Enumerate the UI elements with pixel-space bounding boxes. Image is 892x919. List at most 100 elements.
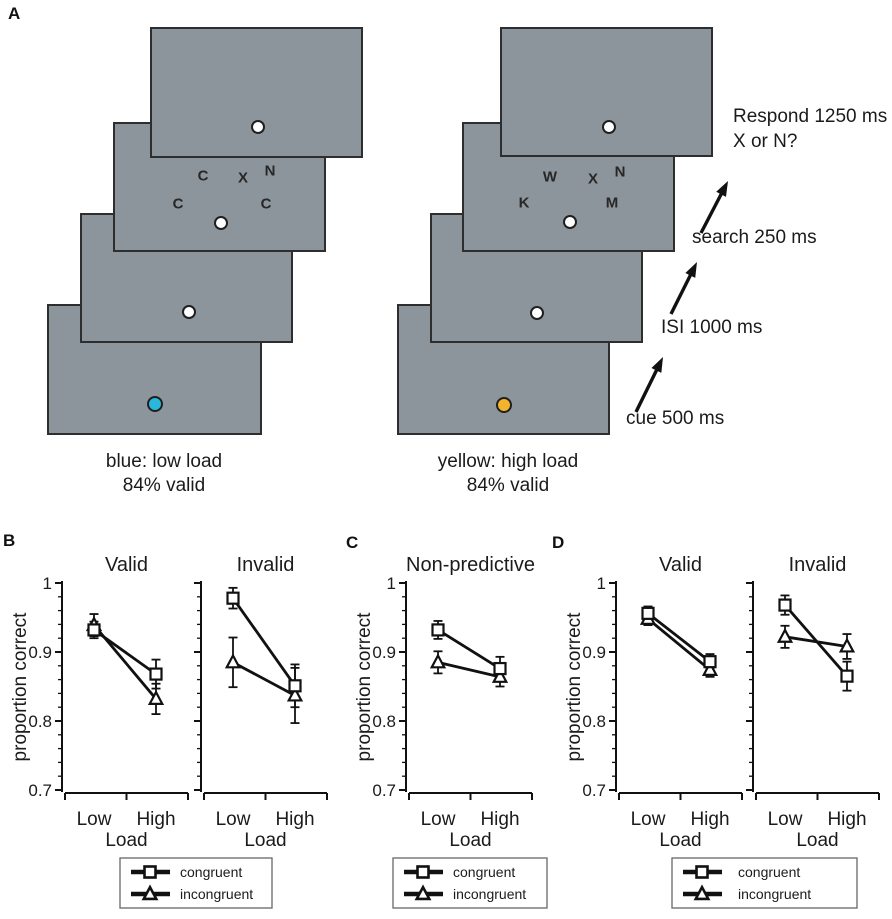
x-axis-label: Load — [659, 830, 701, 851]
high-load-caption: yellow: high load 84% valid — [408, 450, 608, 498]
legend-label: congruent — [453, 864, 515, 880]
series-line-incongruent — [92, 624, 158, 700]
search-letter: X — [587, 170, 599, 188]
series-line-congruent — [437, 628, 501, 670]
search-letter: X — [237, 169, 249, 187]
search-letter: N — [614, 163, 626, 181]
y-tick-label: 0.8 — [28, 712, 52, 731]
respond-annotation-line1: Respond 1250 ms — [733, 106, 888, 127]
panel-c-label: C — [346, 533, 359, 552]
fixation-dot — [602, 120, 616, 134]
square-marker-congruent — [840, 669, 854, 683]
y-tick-label: 1 — [43, 574, 52, 593]
subplot-title: Valid — [105, 554, 148, 576]
fixation-dot — [563, 215, 577, 229]
search-letter: M — [605, 194, 619, 212]
square-marker-congruent — [778, 598, 792, 612]
legend-triangle-marker — [414, 884, 432, 901]
series-line-incongruent — [647, 617, 711, 672]
legend-square-marker — [695, 865, 709, 879]
square-marker-congruent — [288, 679, 302, 693]
y-tick-label: 1 — [597, 574, 606, 593]
x-axis-label: Load — [105, 830, 147, 851]
legend-triangle-marker — [141, 884, 159, 901]
cue-dot-blue — [147, 396, 163, 412]
search-letter: C — [197, 167, 209, 185]
y-tick-label: 1 — [387, 574, 396, 593]
triangle-marker-incongruent — [286, 686, 304, 702]
respond-screen-high — [500, 27, 713, 157]
y-axis-label: proportion correct — [564, 612, 585, 762]
low-load-caption-line2: 84% valid — [122, 475, 206, 496]
series-line-congruent — [647, 612, 711, 663]
triangle-marker-incongruent — [639, 609, 657, 625]
timeline-arrow-icon — [669, 269, 695, 315]
legend-triangle-marker — [693, 884, 711, 901]
triangle-marker-incongruent — [224, 653, 242, 669]
cue-dot-yellow — [496, 397, 512, 413]
y-axis-label: proportion correct — [10, 612, 31, 762]
legend-b: congruent incongruent — [119, 857, 273, 909]
series-line-congruent — [231, 597, 297, 687]
square-marker-congruent — [431, 623, 445, 637]
low-load-caption: blue: low load 84% valid — [64, 450, 264, 498]
subplot-title: Valid — [659, 554, 702, 576]
y-tick-label: 0.9 — [372, 643, 396, 662]
subplot-title: Non-predictive — [406, 554, 535, 576]
series-line-incongruent — [784, 635, 848, 648]
timeline-arrowhead-icon — [651, 357, 663, 373]
legend-square-marker — [416, 865, 430, 879]
y-tick-label: 0.9 — [28, 643, 52, 662]
x-cat-label-high: High — [136, 809, 175, 830]
triangle-marker-incongruent — [491, 667, 509, 683]
fixation-dot — [530, 306, 544, 320]
x-axis-label: Load — [449, 830, 491, 851]
timeline-arrowhead-icon — [716, 181, 728, 197]
panel-b-label: B — [3, 531, 16, 550]
search-letter: N — [264, 162, 276, 180]
respond-screen-low — [150, 27, 363, 158]
timeline-arrow-icon — [634, 364, 661, 413]
triangle-marker-incongruent — [701, 660, 719, 676]
square-marker-congruent — [226, 591, 240, 605]
series-line-congruent — [783, 604, 849, 678]
series-line-incongruent — [232, 661, 296, 697]
legend-box — [119, 857, 273, 909]
triangle-marker-incongruent — [429, 653, 447, 669]
series-line-congruent — [93, 628, 157, 676]
y-tick-label: 0.8 — [372, 712, 396, 731]
timeline-arrowhead-icon — [685, 262, 697, 278]
fixation-dot — [251, 120, 265, 134]
isi-annotation: ISI 1000 ms — [661, 317, 763, 338]
square-marker-congruent — [493, 661, 507, 676]
triangle-marker-incongruent — [776, 627, 794, 643]
x-axis-label: Load — [796, 830, 838, 851]
x-cat-label-high: High — [275, 809, 314, 830]
legend-label: congruent — [180, 864, 242, 880]
search-letter: W — [542, 168, 558, 186]
subplot-title: Invalid — [237, 554, 295, 576]
legend-square-marker — [143, 865, 157, 879]
x-cat-label-low: Low — [768, 809, 803, 830]
triangle-marker-incongruent — [147, 689, 165, 705]
search-letter: K — [518, 194, 530, 212]
fixation-dot — [182, 305, 196, 319]
search-annotation: search 250 ms — [692, 227, 817, 248]
respond-annotation-line2: X or N? — [733, 131, 798, 152]
legend-box — [392, 857, 548, 909]
x-cat-label-high: High — [480, 809, 519, 830]
square-marker-congruent — [149, 667, 163, 681]
y-tick-label: 0.7 — [28, 781, 52, 800]
high-load-caption-line1: yellow: high load — [437, 451, 579, 472]
panel-a-label: A — [8, 4, 21, 23]
high-load-caption-line2: 84% valid — [466, 475, 550, 496]
square-marker-congruent — [703, 655, 717, 669]
legend-label: incongruent — [180, 886, 253, 902]
search-letter: C — [172, 195, 184, 213]
legend-box — [671, 857, 858, 909]
y-tick-label: 0.7 — [372, 781, 396, 800]
x-cat-label-high: High — [690, 809, 729, 830]
series-line-incongruent — [437, 660, 501, 679]
